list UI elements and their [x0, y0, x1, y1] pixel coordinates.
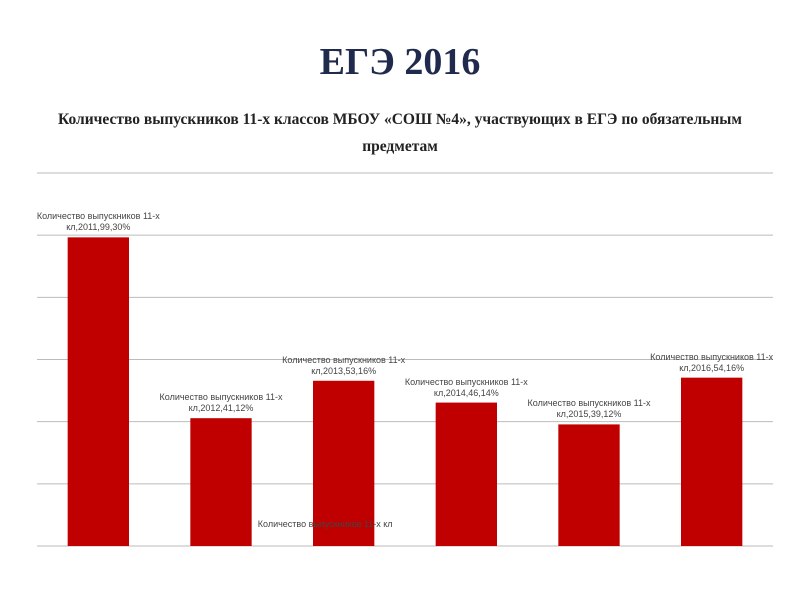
data-label: Количество выпускников 11-х кл,2015,39,1… — [527, 398, 651, 420]
bar — [681, 377, 743, 546]
bar — [67, 237, 129, 546]
bar — [313, 380, 375, 546]
legend-entry: Количество выпускников 11-х кл — [257, 519, 393, 529]
data-label: Количество выпускников 11-х кл,2012,41,1… — [159, 392, 283, 414]
bar — [435, 402, 497, 546]
data-label: Количество выпускников 11-х кл,2013,53,1… — [282, 354, 406, 376]
bar — [190, 418, 252, 546]
data-label: Количество выпускников 11-х кл,2016,54,1… — [650, 351, 774, 373]
data-label: Количество выпускников 11-х кл,2014,46,1… — [404, 376, 528, 398]
chart-subtitle: Количество выпускников 11-х классов МБОУ… — [58, 111, 742, 155]
data-label: Количество выпускников 11-х кл,2011,99,3… — [36, 211, 160, 233]
chart-title: ЕГЭ 2016 — [319, 41, 481, 83]
bar — [558, 424, 620, 546]
